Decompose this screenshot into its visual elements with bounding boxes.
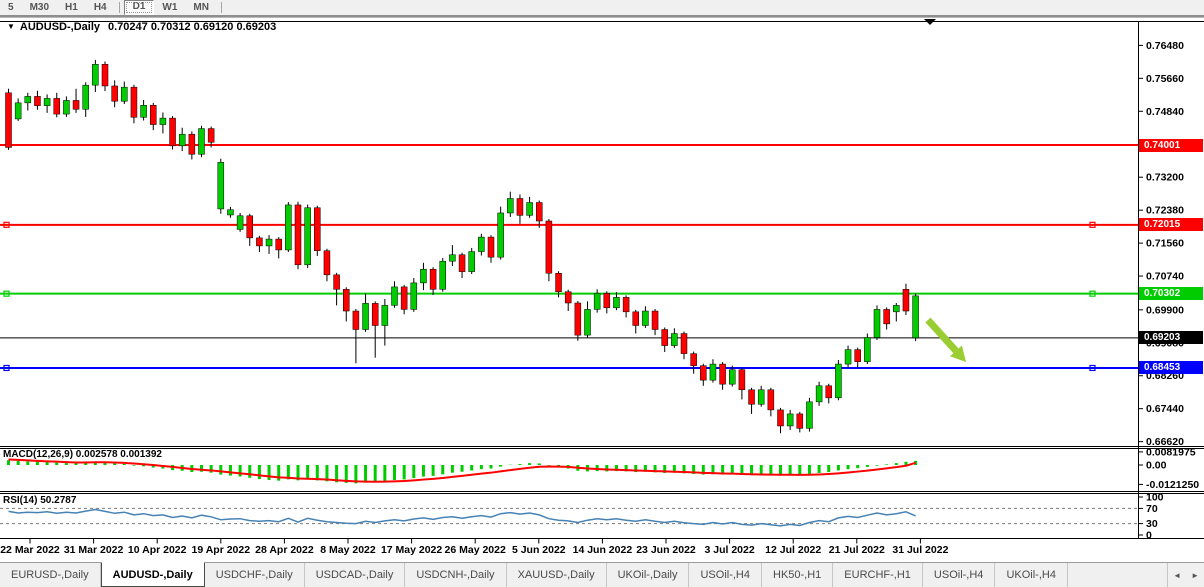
- timeframe-button-h4[interactable]: H4: [93, 2, 107, 13]
- svg-text:10 Apr 2022: 10 Apr 2022: [128, 544, 187, 556]
- svg-text:0.75660: 0.75660: [1146, 73, 1184, 85]
- tab-usdchf-daily[interactable]: USDCHF-,Daily: [205, 563, 305, 587]
- svg-text:3 Jul 2022: 3 Jul 2022: [704, 544, 754, 556]
- tab-ukoil-h4[interactable]: UKOil-,H4: [995, 563, 1068, 587]
- tab-scroll-controls: ◄ ►: [1167, 563, 1204, 587]
- timeframe-button-5[interactable]: 5: [8, 2, 14, 13]
- svg-text:14 Jun 2022: 14 Jun 2022: [573, 544, 633, 556]
- svg-text:0.71560: 0.71560: [1146, 238, 1184, 250]
- svg-text:70: 70: [1146, 503, 1158, 515]
- panel-borders: [0, 21, 1204, 539]
- svg-text:5 Jun 2022: 5 Jun 2022: [512, 544, 566, 556]
- svg-text:0.74840: 0.74840: [1146, 106, 1184, 118]
- svg-text:23 Jun 2022: 23 Jun 2022: [636, 544, 696, 556]
- timeframe-button-w1[interactable]: W1: [162, 2, 178, 13]
- price-badge-0.69203: 0.69203: [1139, 331, 1203, 345]
- svg-text:21 Jul 2022: 21 Jul 2022: [829, 544, 885, 556]
- tab-audusd-daily[interactable]: AUDUSD-,Daily: [100, 562, 205, 587]
- svg-text:0.66620: 0.66620: [1146, 436, 1184, 448]
- svg-text:-0.0121250: -0.0121250: [1146, 479, 1199, 491]
- svg-text:22 Mar 2022: 22 Mar 2022: [0, 544, 60, 556]
- macd-indicator-label: MACD(12,26,9) 0.002578 0.001392: [3, 449, 162, 460]
- tab-usdcad-daily[interactable]: USDCAD-,Daily: [305, 563, 406, 587]
- svg-text:0.72380: 0.72380: [1146, 205, 1184, 217]
- timeframe-toolbar: 5 M30 H1 H4 D1 W1 MN: [0, 0, 1204, 17]
- svg-text:0.76480: 0.76480: [1146, 40, 1184, 52]
- tab-usoil-h4[interactable]: USOil-,H4: [923, 563, 996, 587]
- bar-shift-marker-icon: [924, 19, 936, 25]
- svg-text:31 Jul 2022: 31 Jul 2022: [892, 544, 948, 556]
- timeframe-button-h1[interactable]: H1: [65, 2, 78, 13]
- svg-text:17 May 2022: 17 May 2022: [381, 544, 442, 556]
- down-arrow-annotation[interactable]: [925, 317, 966, 362]
- timeframe-button-d1[interactable]: D1: [123, 0, 155, 15]
- chart-title: ▼ AUDUSD-,Daily 0.70247 0.70312 0.69120 0.…: [7, 21, 276, 33]
- svg-text:100: 100: [1146, 492, 1164, 504]
- price-badge-0.68453: 0.68453: [1139, 361, 1203, 375]
- svg-text:8 May 2022: 8 May 2022: [320, 544, 376, 556]
- price-badge-0.74001: 0.74001: [1139, 138, 1203, 152]
- svg-text:26 May 2022: 26 May 2022: [445, 544, 506, 556]
- svg-text:19 Apr 2022: 19 Apr 2022: [192, 544, 251, 556]
- svg-text:31 Mar 2022: 31 Mar 2022: [64, 544, 124, 556]
- rsi-indicator-label: RSI(14) 50.2787: [3, 495, 77, 506]
- candlesticks: [5, 59, 919, 434]
- svg-text:28 Apr 2022: 28 Apr 2022: [255, 544, 314, 556]
- tab-scroll-left-icon[interactable]: ◄: [1173, 570, 1182, 580]
- collapse-triangle-icon[interactable]: ▼: [7, 22, 15, 31]
- svg-text:0.0081975: 0.0081975: [1146, 446, 1196, 458]
- chart-symbol-label: AUDUSD-,Daily: [19, 21, 100, 33]
- symbol-tab-bar: EURUSD-,Daily AUDUSD-,Daily USDCHF-,Daily U…: [0, 562, 1204, 587]
- svg-text:0.00: 0.00: [1146, 460, 1167, 472]
- svg-text:0.70740: 0.70740: [1146, 271, 1184, 283]
- price-badge-0.70302: 0.70302: [1139, 287, 1203, 301]
- tab-usoil-h4[interactable]: USOil-,H4: [689, 563, 762, 587]
- tab-hk50-h1[interactable]: HK50-,H1: [762, 563, 834, 587]
- macd-panel: 0.0081975 0.00 -0.0121250: [7, 446, 1199, 491]
- price-badge-0.72015: 0.72015: [1139, 218, 1203, 232]
- tab-xauusd-daily[interactable]: XAUUSD-,Daily: [507, 563, 607, 587]
- svg-text:0.73200: 0.73200: [1146, 172, 1184, 184]
- time-axis: 22 Mar 2022 31 Mar 2022 10 Apr 2022 19 Apr …: [0, 538, 949, 556]
- timeframe-button-mn[interactable]: MN: [193, 2, 209, 13]
- price-axis: 0.764800.756600.748400.740200.732000.723…: [1138, 40, 1184, 448]
- tab-eurchf-h1[interactable]: EURCHF-,H1: [833, 563, 923, 587]
- toolbar-separator: [220, 2, 222, 13]
- tab-scroll-right-icon[interactable]: ►: [1191, 570, 1199, 580]
- toolbar-separator: [118, 2, 120, 13]
- chart-ohlc-values: 0.70247 0.70312 0.69120 0.69203: [108, 21, 277, 33]
- timeframe-button-m30[interactable]: M30: [29, 2, 50, 13]
- svg-text:0.69900: 0.69900: [1146, 304, 1184, 316]
- tab-usdcnh-daily[interactable]: USDCNH-,Daily: [405, 563, 507, 587]
- tab-eurusd-daily[interactable]: EURUSD-,Daily: [0, 563, 101, 587]
- svg-text:30: 30: [1146, 518, 1158, 530]
- svg-text:0: 0: [1146, 530, 1152, 542]
- tab-ukoil-daily[interactable]: UKOil-,Daily: [607, 563, 690, 587]
- svg-text:12 Jul 2022: 12 Jul 2022: [765, 544, 821, 556]
- svg-text:0.67440: 0.67440: [1146, 403, 1184, 415]
